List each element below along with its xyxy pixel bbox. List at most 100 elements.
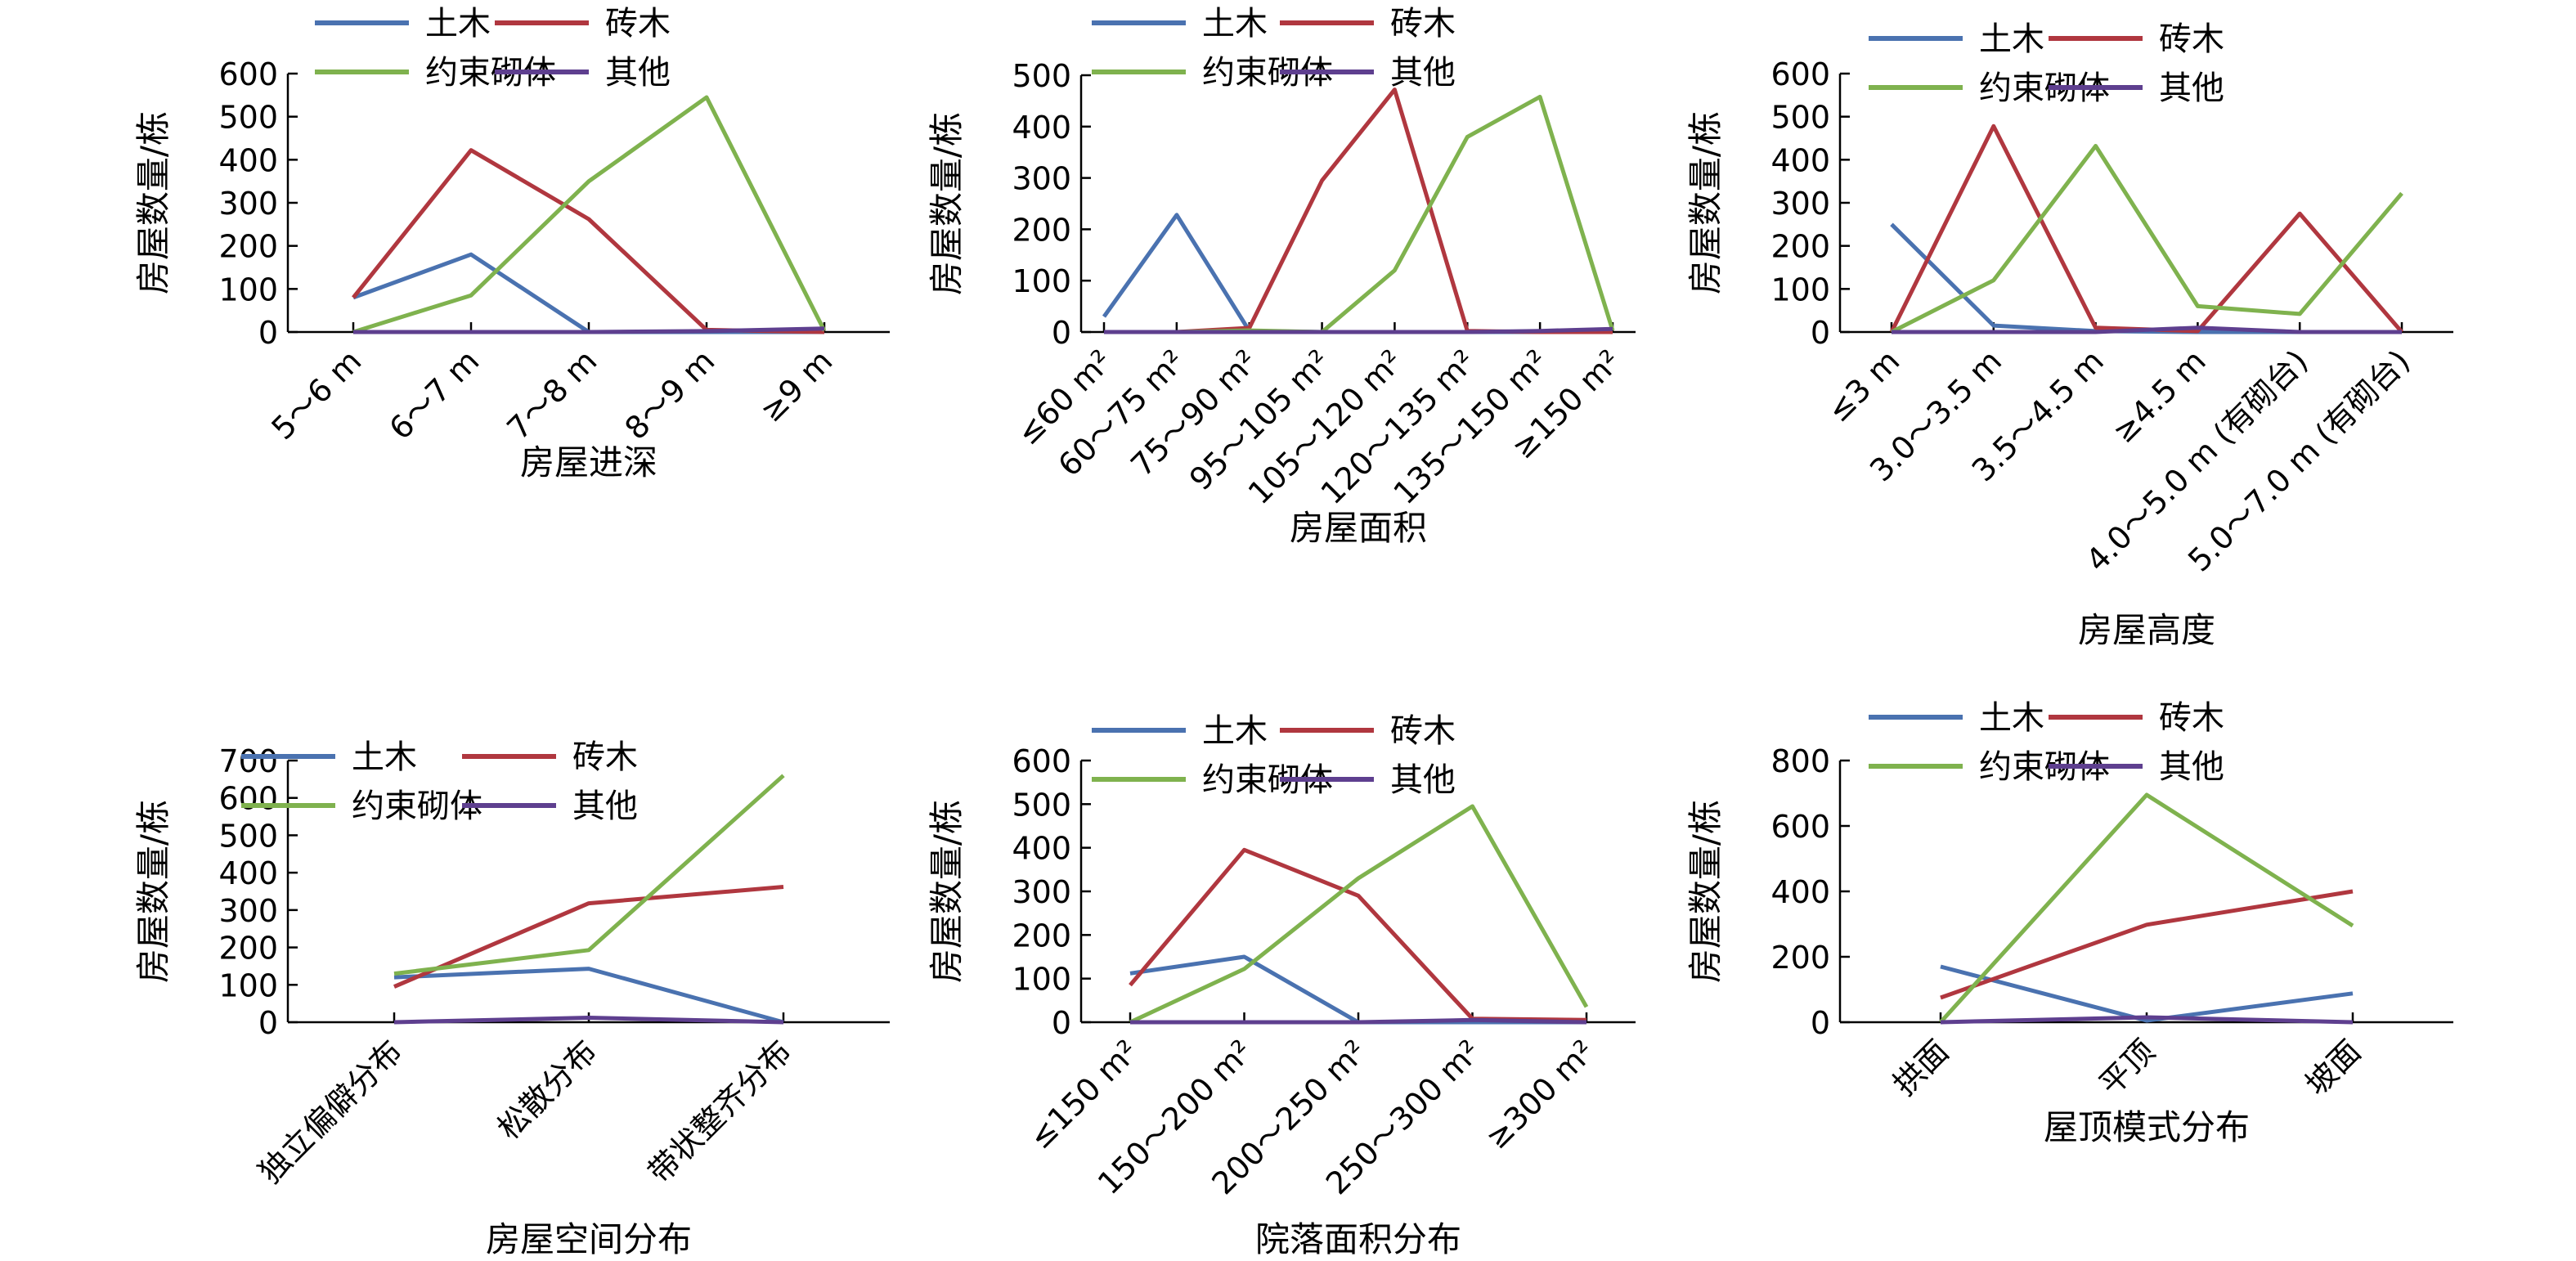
y-tick-label: 400: [218, 855, 278, 891]
legend-label: 其他: [2159, 70, 2224, 107]
legend-label: 砖木: [1390, 5, 1456, 43]
legend-label: 砖木: [2159, 20, 2224, 58]
x-tick-label: 带状整齐分布: [641, 1033, 798, 1190]
y-tick-label: 300: [218, 186, 278, 222]
legend-entry-2: 砖木: [2049, 20, 2224, 58]
series-line-4: [1892, 325, 2402, 334]
y-tick-label: 300: [1012, 161, 1071, 197]
legend-entry-2: 砖木: [2049, 699, 2224, 737]
x-tick-label: 6～7 m: [382, 343, 486, 447]
series-line-4: [1130, 1017, 1587, 1025]
y-axis-title: 房屋数量/栋: [927, 800, 967, 983]
legend-entry-4: 其他: [462, 788, 638, 825]
y-tick-label: 200: [1770, 229, 1830, 265]
legend-label: 土木: [1202, 712, 1268, 750]
x-tick-label: 7～8 m: [500, 343, 604, 447]
x-axis-title: 屋顶模式分布: [2044, 1107, 2250, 1147]
x-tick-label: 独立偏僻分布: [252, 1033, 409, 1190]
series-line-3: [1129, 804, 1589, 1025]
legend-label: 土木: [1979, 20, 2044, 58]
legend-label: 其他: [2159, 748, 2224, 786]
series-line-2: [1104, 88, 1613, 334]
x-axis-title: 院落面积分布: [1255, 1219, 1461, 1259]
y-tick-label: 600: [1770, 809, 1830, 845]
y-tick-label: 500: [1012, 787, 1071, 823]
x-tick-label: ≥9 m: [753, 343, 839, 429]
y-tick-label: 500: [218, 100, 278, 136]
series-line-2: [393, 885, 784, 989]
y-tick-label: 100: [218, 271, 278, 307]
y-tick-label: 500: [1770, 100, 1830, 136]
y-tick-label: 200: [218, 229, 278, 265]
y-tick-label: 800: [1770, 743, 1830, 779]
legend-label: 其他: [572, 788, 638, 825]
y-tick-label: 700: [218, 743, 278, 779]
y-tick-label: 300: [1770, 186, 1830, 222]
x-tick-label: 拱面: [1887, 1033, 1956, 1102]
legend-entry-4: 其他: [2049, 748, 2224, 786]
legend-entry-1: 土木: [241, 738, 417, 776]
y-tick-label: 100: [1012, 962, 1071, 998]
legend-label: 约束砌体: [352, 788, 482, 825]
y-tick-label: 0: [1811, 1005, 1830, 1041]
legend-label: 砖木: [1390, 712, 1456, 750]
series-line-2: [1129, 847, 1587, 1022]
y-tick-label: 400: [218, 142, 278, 178]
legend-entry-2: 砖木: [1280, 5, 1456, 43]
x-tick-label: ≤3 m: [1820, 343, 1906, 429]
legend-entry-1: 土木: [315, 5, 491, 43]
y-tick-label: 400: [1012, 110, 1071, 146]
y-tick-label: 400: [1770, 142, 1830, 178]
x-tick-label: ≥4.5 m: [2106, 343, 2213, 450]
legend-entry-4: 其他: [2049, 70, 2224, 107]
y-tick-label: 300: [1012, 874, 1071, 910]
series-line-3: [1939, 792, 2354, 1024]
y-tick-label: 400: [1012, 831, 1071, 867]
chart-panel-1: 0 100 200 300 400 500 600 5～6 m 6～7 m 7～8 m 8～9 m ≥…: [133, 5, 890, 482]
x-tick-label: 坡面: [2299, 1033, 2368, 1102]
series-line-1: [352, 252, 824, 334]
series-line-4: [1104, 326, 1613, 334]
y-tick-label: 0: [258, 315, 278, 351]
y-tick-label: 0: [1811, 315, 1830, 351]
legend-label: 土木: [1979, 699, 2044, 737]
y-tick-label: 200: [218, 931, 278, 967]
y-tick-label: 600: [218, 56, 278, 92]
legend-label: 砖木: [605, 5, 671, 43]
legend-label: 土木: [352, 738, 417, 776]
x-axis-title: 房屋进深: [520, 442, 657, 482]
x-tick-label: 松散分布: [491, 1033, 604, 1147]
series-line-3: [1890, 144, 2403, 334]
legend-label: 其他: [1390, 761, 1456, 799]
x-axis-title: 房屋空间分布: [486, 1219, 692, 1259]
legend-entry-4: 其他: [495, 54, 671, 92]
x-tick-label: ≤150 m²: [1022, 1033, 1145, 1156]
legend-label: 土木: [425, 5, 491, 43]
legend-entry-2: 砖木: [462, 738, 638, 776]
legend-label: 其他: [605, 54, 671, 92]
y-tick-label: 200: [1012, 918, 1071, 954]
y-tick-label: 400: [1770, 874, 1830, 910]
y-tick-label: 0: [1052, 315, 1071, 351]
x-tick-label: ≥300 m²: [1479, 1033, 1601, 1156]
legend-entry-4: 其他: [1280, 761, 1456, 799]
legend-entry-2: 砖木: [495, 5, 671, 43]
legend-label: 土木: [1202, 5, 1268, 43]
legend-label: 砖木: [2159, 699, 2224, 737]
y-tick-label: 600: [1770, 56, 1830, 92]
y-tick-label: 600: [1012, 743, 1071, 779]
x-axis-title: 房屋高度: [2078, 610, 2215, 650]
x-tick-label: 5～6 m: [264, 343, 368, 447]
legend-entry-1: 土木: [1869, 20, 2044, 58]
series-line-1: [1102, 213, 1613, 334]
y-tick-label: 100: [218, 967, 278, 1003]
y-tick-label: 200: [1770, 940, 1830, 976]
legend-entry-1: 土木: [1092, 5, 1268, 43]
x-axis-title: 房屋面积: [1290, 508, 1427, 548]
y-axis-title: 房屋数量/栋: [927, 112, 967, 295]
legend-entry-4: 其他: [1280, 54, 1456, 92]
y-tick-label: 0: [1052, 1005, 1071, 1041]
